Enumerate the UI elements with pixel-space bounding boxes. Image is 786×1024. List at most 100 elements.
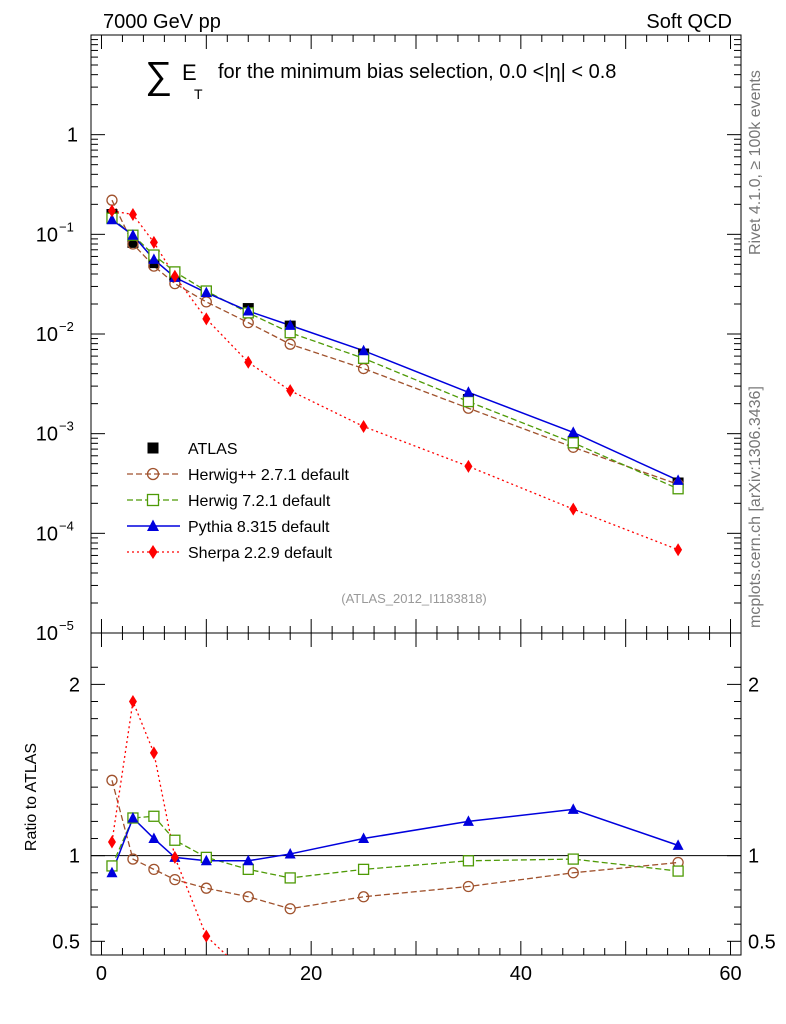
legend-atlas-marker [147,442,159,454]
ratio-pythia-8-315-default-point [127,811,139,823]
ratio-sherpa-2-2-9-default-point [128,695,137,709]
sherpa-2-2-9-default-point [286,384,295,398]
sherpa-2-2-9-default-point [359,420,368,434]
main-ytick-label: 10 [36,224,58,246]
mcplots-label: mcplots.cern.ch [arXiv:1306.3436] [747,386,764,628]
sherpa-2-2-9-default-point [107,204,116,218]
ratio-axes: 0.5 0.51 12 20 20 40 60 [52,633,776,985]
ratio-sherpa-2-2-9-default-point [170,850,179,864]
sherpa-2-2-9-default-point [569,502,578,516]
xtick-label: 0 [96,963,107,985]
pythia-8-315-default-point [358,344,370,356]
ratio-ytick-label-right: 2 [748,674,759,696]
xtick-label: 20 [300,963,322,985]
legend-sherpa-2-2-9-default-label: Sherpa 2.2.9 default [188,545,333,562]
main-ytick-label: 1 [67,125,78,147]
title-t: T [194,86,203,102]
ratio-pythia-8-315-default-point [106,866,118,878]
sherpa-2-2-9-default-point [170,269,179,283]
sherpa-2-2-9-default-point [464,459,473,473]
sherpa-2-2-9-default-line [111,210,679,551]
pythia-8-315-default-point [200,286,212,298]
ratio-sherpa-2-2-9-default-point [149,746,158,760]
legend-herwig-7-2-1-default-marker [146,493,160,507]
pythia-8-315-default-point [462,386,474,397]
main-ytick-label: 10 [36,523,58,545]
main-ytick-exponent: −4 [59,518,74,533]
ratio-ytick-label-left: 0.5 [52,931,80,953]
sherpa-2-2-9-default-point [244,355,253,369]
ratio-pythia-8-315-default-point [462,815,474,826]
herwig-7-2-1-default-point [672,483,684,495]
ratio-sherpa-2-2-9-default-line [111,699,228,955]
ratio-herwig-7-2-1-default-point [284,872,296,884]
ratio-ytick-label-left: 1 [69,846,80,868]
main-ytick-exponent: −3 [59,419,74,434]
legend-herwig-2-7-1-default-marker [146,467,160,481]
ratio-series [106,695,684,955]
herwig-7-2-1-default-point [567,437,579,449]
legend-pythia-8-315-default-marker [147,519,159,531]
atlas-point [127,236,139,248]
ratio-herwig-2-7-1-default-point [127,853,139,865]
ratio-ytick-label-right: 0.5 [748,931,776,953]
main-ytick-exponent: −5 [59,618,74,633]
main-ytick-label: 10 [36,623,58,645]
pythia-8-315-default-point [148,253,160,264]
ratio-plot [106,695,684,955]
pythia-8-315-default-point [567,426,579,437]
sherpa-2-2-9-default-point [128,208,137,222]
ratio-herwig-7-2-1-default-point [462,855,475,867]
main-title: ∑ E T for the minimum bias selection, 0.… [145,55,616,102]
main-ytick-label: 10 [36,324,58,346]
herwig-2-7-1-default-point [284,338,296,350]
ratio-herwig-2-7-1-default-point [169,873,181,886]
main-ytick-exponent: −2 [59,319,74,334]
ratio-herwig-2-7-1-default-point [148,863,160,876]
herwig-2-7-1-default-point [106,194,118,206]
ratio-pythia-8-315-default-point [284,847,296,859]
pythia-8-315-default-point [242,305,254,316]
herwig-2-7-1-default-line [111,199,679,485]
herwig-2-7-1-default-point [242,316,254,329]
ratio-pythia-8-315-default-point [672,839,684,850]
herwig-2-7-1-default-point [200,296,212,308]
xtick-label: 60 [719,963,741,985]
ratio-pythia-8-315-default-point [567,803,579,814]
pythia-8-315-default-point [284,319,296,330]
ratio-herwig-2-7-1-default-point [462,880,475,893]
sherpa-2-2-9-default-point [149,235,158,249]
ratio-herwig-7-2-1-default-point [672,865,684,877]
watermark: (ATLAS_2012_I1183818) [341,591,487,606]
ratio-herwig-7-2-1-default-point [242,863,254,876]
main-plot [106,194,684,557]
herwig-7-2-1-default-point [462,395,475,408]
ratio-herwig-2-7-1-default-point [242,891,254,903]
ratio-herwig-2-7-1-default-point [357,891,370,903]
legend-pythia-8-315-default-label: Pythia 8.315 default [188,519,330,536]
pythia-8-315-default-point [672,474,684,485]
ratio-herwig-2-7-1-default-point [106,774,118,786]
ratio-herwig-7-2-1-default-point [357,863,370,876]
herwig-2-7-1-default-point [357,362,370,375]
ratio-ytick-label-right: 1 [748,846,759,868]
title-e: E [182,60,197,85]
ratio-sherpa-2-2-9-default-point [202,929,211,943]
ratio-pythia-8-315-default-point [358,832,370,844]
header-right: Soft QCD [646,11,732,33]
pythia-8-315-default-point [127,229,139,240]
ratio-ytick-label-left: 2 [69,674,80,696]
ratio-herwig-7-2-1-default-point [567,853,579,865]
ratio-herwig-7-2-1-default-point [169,834,181,846]
pythia-8-315-default-point [106,213,118,225]
legend-herwig-7-2-1-default-label: Herwig 7.2.1 default [188,493,331,510]
main-ytick-label: 10 [36,424,58,446]
sherpa-2-2-9-default-point [674,543,683,557]
xtick-label: 40 [510,963,532,985]
legend: ATLAS Herwig++ 2.7.1 default Herwig 7.2.1 … [127,441,350,562]
title-text: for the minimum bias selection, 0.0 <|η|… [218,61,616,83]
legend-sherpa-2-2-9-default-marker [148,545,158,559]
rivet-label: Rivet 4.1.0, ≥ 100k events [747,70,764,255]
ratio-ylabel: Ratio to ATLAS [23,743,40,851]
